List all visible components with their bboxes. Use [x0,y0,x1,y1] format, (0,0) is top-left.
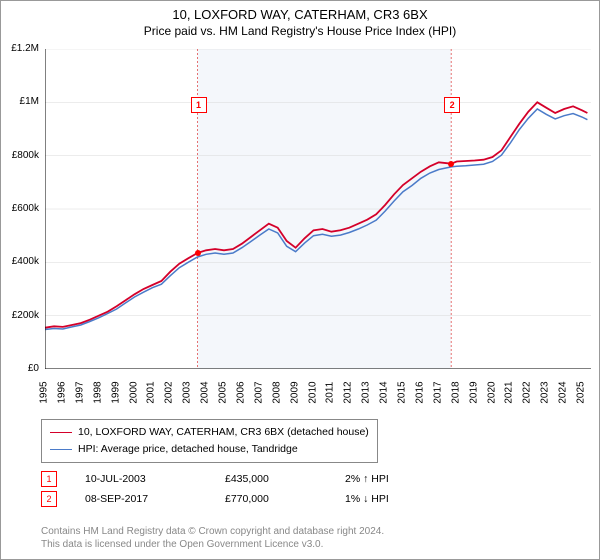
x-tick-label: 2018 [450,381,461,403]
x-tick-label: 2002 [164,381,175,403]
x-tick-label: 2001 [146,381,157,403]
x-tick-label: 2009 [289,381,300,403]
x-tick-label: 2017 [432,381,443,403]
x-tick-label: 2013 [361,381,372,403]
x-tick-label: 2000 [128,381,139,403]
x-tick-label: 2010 [307,381,318,403]
x-tick-label: 1995 [39,381,50,403]
x-axis-labels: 1995199619971998199920002001200220032004… [45,373,591,413]
chart-svg [45,49,591,369]
chart-title: 10, LOXFORD WAY, CATERHAM, CR3 6BX [1,7,599,22]
y-tick-label: £800k [1,150,39,161]
sale-marker-dot [448,161,454,167]
x-tick-label: 2015 [397,381,408,403]
x-tick-label: 2023 [540,381,551,403]
x-tick-label: 2025 [576,381,587,403]
x-tick-label: 1997 [74,381,85,403]
y-tick-label: £0 [1,363,39,374]
sale-price: £435,000 [225,473,345,485]
sale-hpi-delta: 1% ↓ HPI [345,493,445,505]
sale-row: 2 08-SEP-2017£770,0001% ↓ HPI [41,489,445,509]
x-tick-label: 2004 [200,381,211,403]
x-tick-label: 2016 [415,381,426,403]
x-tick-label: 2012 [343,381,354,403]
sale-marker-label: 1 [191,97,207,113]
x-tick-label: 2011 [325,382,336,404]
y-tick-label: £200k [1,310,39,321]
footer-line: Contains HM Land Registry data © Crown c… [41,525,384,538]
x-tick-label: 2005 [218,381,229,403]
legend: 10, LOXFORD WAY, CATERHAM, CR3 6BX (deta… [41,419,378,463]
x-tick-label: 1996 [57,381,68,403]
footer-line: This data is licensed under the Open Gov… [41,538,384,551]
legend-row: 10, LOXFORD WAY, CATERHAM, CR3 6BX (deta… [50,424,369,441]
sale-hpi-delta: 2% ↑ HPI [345,473,445,485]
x-tick-label: 2014 [379,381,390,403]
x-tick-label: 2020 [486,381,497,403]
sale-marker-dot [195,250,201,256]
sale-date: 10-JUL-2003 [85,473,225,485]
legend-row: HPI: Average price, detached house, Tand… [50,441,369,458]
y-tick-label: £600k [1,203,39,214]
sale-price: £770,000 [225,493,345,505]
x-tick-label: 2024 [558,381,569,403]
legend-swatch [50,449,72,450]
x-tick-label: 2019 [468,381,479,403]
x-tick-label: 1998 [92,381,103,403]
y-tick-label: £1.2M [1,43,39,54]
x-tick-label: 2006 [236,381,247,403]
footer-attribution: Contains HM Land Registry data © Crown c… [41,525,384,551]
x-tick-label: 2022 [522,381,533,403]
x-tick-label: 2003 [182,381,193,403]
x-tick-label: 1999 [110,381,121,403]
x-tick-label: 2008 [271,381,282,403]
sale-row: 1 10-JUL-2003£435,0002% ↑ HPI [41,469,445,489]
sale-row-marker: 2 [41,491,57,507]
y-tick-label: £1M [1,96,39,107]
chart-plot-area: 12 [45,49,591,369]
legend-label: HPI: Average price, detached house, Tand… [78,441,298,458]
y-tick-label: £400k [1,256,39,267]
chart-subtitle: Price paid vs. HM Land Registry's House … [1,24,599,38]
x-tick-label: 2007 [253,381,264,403]
sale-date: 08-SEP-2017 [85,493,225,505]
x-tick-label: 2021 [504,381,515,403]
legend-label: 10, LOXFORD WAY, CATERHAM, CR3 6BX (deta… [78,424,369,441]
sale-row-marker: 1 [41,471,57,487]
sale-marker-label: 2 [444,97,460,113]
y-axis-labels: £0£200k£400k£600k£800k£1M£1.2M [1,49,41,369]
legend-swatch [50,432,72,433]
sale-events-table: 1 10-JUL-2003£435,0002% ↑ HPI 2 08-SEP-2017… [41,469,445,509]
